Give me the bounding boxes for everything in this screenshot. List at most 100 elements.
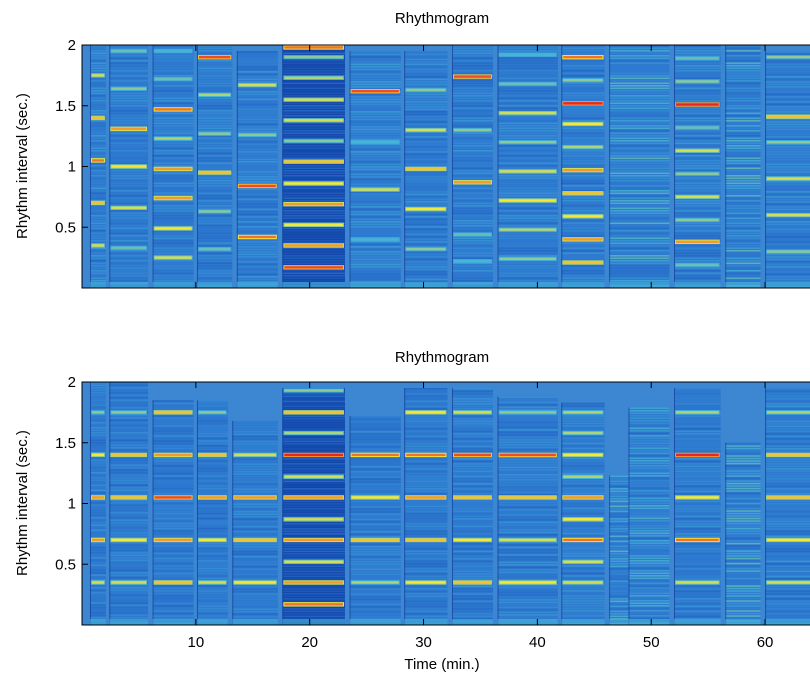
rhythm-peak-line [111, 127, 147, 131]
rhythm-peak-line [111, 165, 147, 168]
rhythm-peak-line [284, 202, 343, 206]
heatmap-segment [452, 45, 493, 288]
rhythm-peak-line [284, 560, 343, 564]
x-tick-label: 10 [188, 634, 205, 651]
rhythm-peak-line [676, 263, 719, 267]
rhythm-peak-line [238, 235, 276, 239]
rhythm-peak-line [676, 538, 719, 542]
rhythm-peak-line [406, 167, 446, 171]
rhythm-peak-line [154, 49, 192, 53]
rhythm-peak-line [284, 160, 343, 163]
rhythm-peak-line [563, 431, 603, 435]
rhythm-peak-line [154, 256, 192, 259]
rhythm-peak-line [91, 159, 104, 162]
rhythm-peak-line [499, 411, 556, 414]
x-tick-label: 60 [757, 634, 774, 651]
rhythm-peak-line [499, 111, 556, 115]
rhythm-peak-line [454, 538, 491, 542]
heatmap-segment [152, 45, 194, 288]
top-heatmap [82, 45, 810, 288]
rhythm-peak-line [111, 87, 147, 90]
rhythm-peak-line [676, 581, 719, 584]
rhythm-peak-line [499, 170, 556, 173]
rhythm-peak-line [454, 128, 491, 132]
top-plot: Rhythmogram 0.5 1 1.5 2 Rhythm interval (se… [14, 10, 810, 289]
heatmap-segment [89, 45, 106, 288]
rhythm-peak-line [284, 518, 343, 521]
heatmap-segment [609, 45, 670, 288]
bottom-plot: Rhythmogram 0.5 1 1.5 2 10 20 30 40 50 60 Rhythm… [14, 349, 810, 673]
rhythm-peak-line [676, 57, 719, 60]
rhythm-peak-line [676, 453, 719, 457]
rhythm-peak-line [154, 77, 192, 81]
rhythm-peak-line [563, 560, 603, 564]
top-x-ticks [195, 45, 766, 288]
rhythm-peak-line [563, 122, 603, 126]
rhythm-peak-line [284, 182, 343, 185]
rhythm-peak-line [154, 453, 192, 457]
x-tick-label: 50 [643, 634, 660, 651]
rhythm-peak-line [767, 115, 810, 118]
rhythm-peak-line [154, 227, 192, 230]
rhythm-peak-line [676, 126, 719, 129]
rhythm-peak-line [767, 453, 810, 457]
rhythm-peak-line [563, 168, 603, 172]
rhythm-peak-line [284, 223, 343, 227]
rhythm-peak-line [454, 453, 491, 457]
rhythm-peak-line [676, 411, 719, 414]
x-axis-label: Time (min.) [404, 656, 479, 673]
rhythm-peak-line [767, 213, 810, 217]
x-tick-label: 20 [301, 634, 318, 651]
heatmap-segment [765, 388, 810, 625]
rhythm-peak-line [234, 496, 276, 499]
rhythm-peak-line [767, 55, 810, 59]
rhythm-peak-line [284, 98, 343, 101]
rhythm-peak-line [676, 240, 719, 244]
rhythm-peak-line [284, 55, 343, 59]
rhythm-peak-line [284, 496, 343, 499]
rhythm-peak-line [284, 119, 343, 122]
rhythm-peak-line [563, 581, 603, 584]
rhythm-peak-line [198, 538, 226, 542]
y-tick-label: 1 [68, 159, 76, 176]
heatmap-segment [349, 416, 401, 625]
rhythm-peak-line [454, 181, 491, 184]
bottom-y-axis-label: Rhythm interval (sec.) [14, 430, 31, 576]
heatmap-segment [674, 388, 721, 625]
rhythm-peak-line [499, 199, 556, 202]
rhythm-peak-line [563, 453, 603, 457]
heatmap-segment [236, 51, 278, 288]
rhythm-peak-line [454, 581, 491, 584]
rhythm-peak-line [111, 246, 147, 250]
rhythm-peak-line [234, 538, 276, 542]
rhythm-peak-line [454, 496, 491, 499]
rhythm-peak-line [284, 46, 343, 49]
rhythm-peak-line [563, 192, 603, 195]
heatmap-segment [561, 45, 605, 288]
rhythm-peak-line [454, 411, 491, 414]
rhythm-peak-line [767, 250, 810, 253]
heatmap-segment [725, 45, 761, 288]
rhythm-peak-line [563, 261, 603, 264]
top-plot-title: Rhythmogram [395, 10, 489, 27]
rhythm-peak-line [238, 83, 276, 87]
rhythm-peak-line [284, 538, 343, 542]
rhythm-peak-line [767, 496, 810, 499]
y-tick-label: 0.5 [55, 556, 76, 573]
rhythm-peak-line [91, 538, 104, 542]
rhythm-peak-line [406, 496, 446, 499]
rhythm-peak-line [111, 538, 147, 542]
rhythm-peak-line [563, 238, 603, 241]
rhythm-peak-line [499, 53, 556, 56]
rhythm-peak-line [499, 82, 556, 86]
rhythm-peak-line [198, 132, 231, 135]
rhythm-peak-line [351, 453, 399, 457]
rhythm-peak-line [154, 167, 192, 171]
rhythm-peak-line [154, 496, 192, 499]
heatmap-segment [404, 51, 448, 288]
rhythm-peak-line [563, 475, 603, 478]
rhythm-peak-line [676, 149, 719, 152]
rhythm-peak-line [198, 93, 231, 97]
y-tick-label: 0.5 [55, 219, 76, 236]
heatmap-segment [232, 420, 278, 625]
